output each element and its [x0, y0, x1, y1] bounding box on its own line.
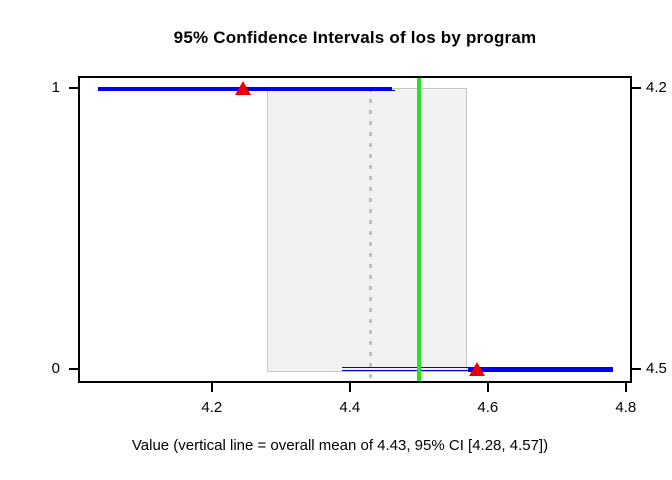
- y-axis-tick: [69, 87, 78, 89]
- chart-title: 95% Confidence Intervals of los by progr…: [173, 28, 537, 47]
- group-mean-label: 4.5: [646, 360, 667, 377]
- right-axis-tick: [632, 368, 641, 370]
- plot-area-border: [78, 76, 632, 383]
- x-axis-caption: Value (vertical line = overall mean of 4…: [131, 437, 549, 454]
- y-axis-label: 1: [51, 79, 60, 96]
- x-axis-tick-label: 4.8: [615, 399, 637, 416]
- mean-marker-triangle: [469, 361, 486, 376]
- x-axis-tick-label: 4.6: [477, 399, 499, 416]
- overall-ci-band: [267, 88, 468, 372]
- overall-mean-dashed-line: [369, 88, 373, 380]
- mean-marker-triangle: [234, 80, 251, 95]
- x-axis-tick-label: 4.2: [201, 399, 223, 416]
- ci-line-solid: [467, 366, 613, 372]
- right-axis-tick: [632, 87, 641, 89]
- y-axis-label: 0: [51, 360, 60, 377]
- x-axis-tick-label: 4.4: [339, 399, 361, 416]
- group-mean-label: 4.2: [646, 79, 667, 96]
- x-axis-tick: [210, 383, 213, 392]
- x-axis-tick: [624, 383, 627, 392]
- y-axis-tick: [69, 368, 78, 370]
- reference-line: [416, 77, 421, 382]
- x-axis-tick: [348, 383, 351, 392]
- x-axis-tick: [486, 383, 489, 392]
